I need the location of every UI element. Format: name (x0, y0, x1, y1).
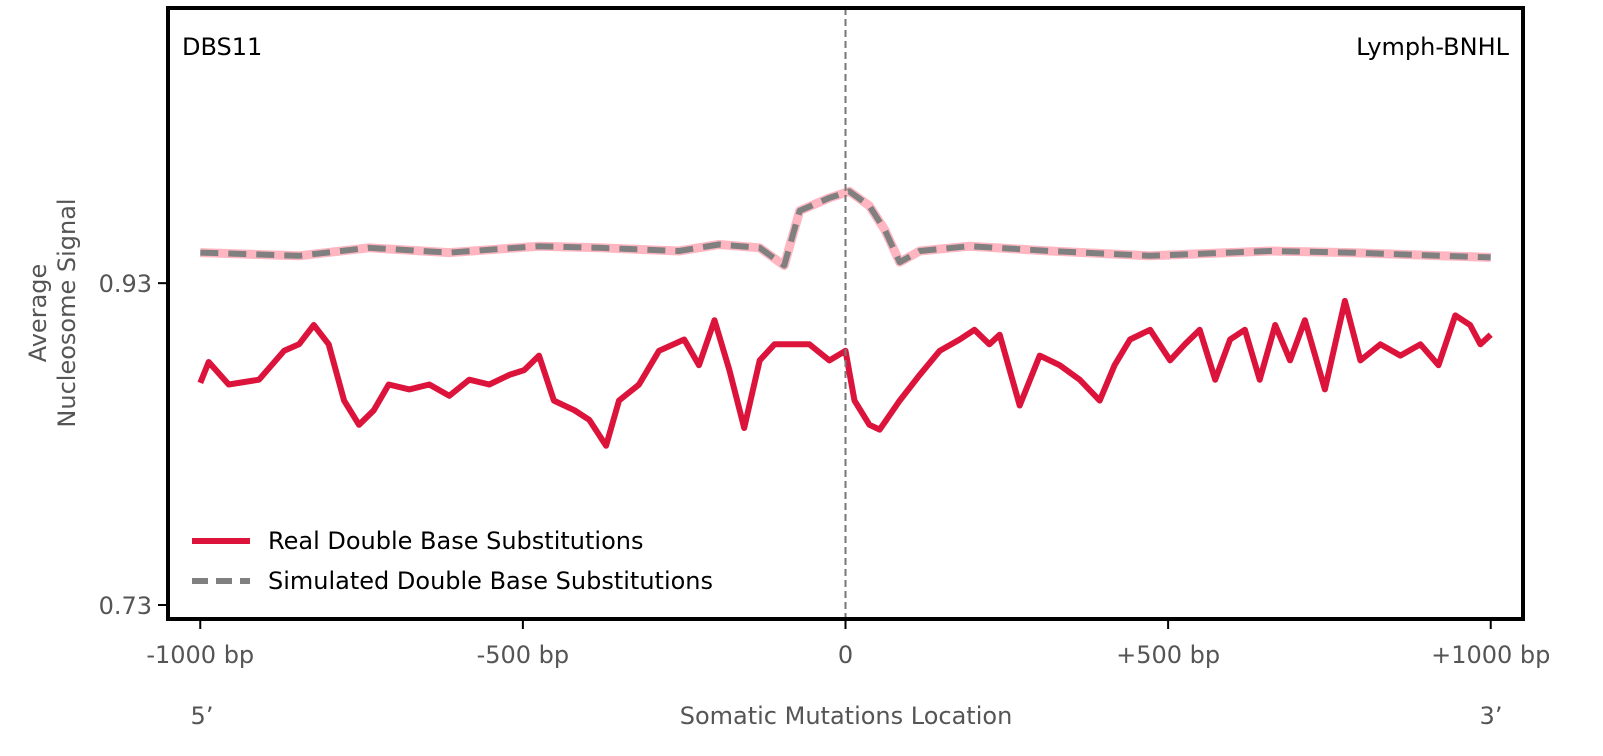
x-tick-label: +500 bp (1116, 641, 1220, 669)
y-tick-label: 0.93 (99, 270, 152, 298)
legend-label-simulated: Simulated Double Base Substitutions (268, 567, 713, 595)
x-axis: -1000 bp -500 bp 0 +500 bp +1000 bp (146, 619, 1550, 669)
y-tick-label: 0.73 (99, 592, 152, 620)
x-tick-label: 0 (838, 641, 853, 669)
cancer-type-label: Lymph-BNHL (1356, 33, 1509, 61)
x-tick-label: -500 bp (477, 641, 570, 669)
real-series-line (197, 297, 1493, 449)
x-axis-label: Somatic Mutations Location (680, 702, 1013, 730)
plot-lines (197, 186, 1493, 449)
y-axis: 0.73 0.93 (99, 270, 168, 620)
y-axis-label-line2: Nucleosome Signal (53, 198, 81, 427)
signature-label: DBS11 (182, 33, 262, 61)
x-tick-label: -1000 bp (146, 641, 254, 669)
legend: Real Double Base Substitutions Simulated… (192, 527, 713, 595)
y-axis-label-line1: Average (24, 264, 52, 363)
three-prime-label: 3’ (1480, 702, 1503, 730)
x-tick-label: +1000 bp (1431, 641, 1550, 669)
five-prime-label: 5’ (191, 702, 214, 730)
simulated-series-line (200, 188, 1491, 269)
legend-label-real: Real Double Base Substitutions (268, 527, 643, 555)
